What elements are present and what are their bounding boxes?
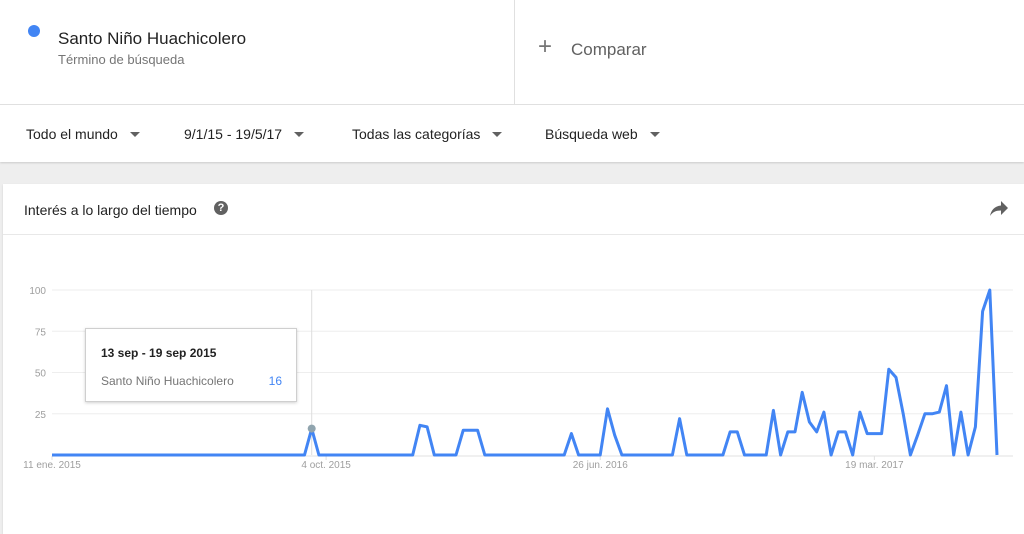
help-icon[interactable]: ? — [214, 201, 228, 215]
series-line — [52, 288, 999, 457]
share-icon[interactable] — [990, 201, 1008, 222]
chevron-down-icon — [294, 131, 305, 137]
region-label: Todo el mundo — [26, 126, 118, 142]
plus-icon: + — [538, 33, 553, 60]
y-tick-label: 100 — [29, 286, 46, 297]
line-chart[interactable]: 100 75 50 25 11 ene. 2015 4 oct. 2015 26 jun.… — [3, 184, 1024, 534]
region-dropdown[interactable]: Todo el mundo — [26, 126, 140, 142]
y-tick-label: 25 — [35, 410, 47, 421]
search-term-subtitle: Término de búsqueda — [58, 52, 185, 67]
tooltip-term: Santo Niño Huachicolero — [101, 374, 234, 388]
compare-label: Comparar — [571, 40, 647, 59]
card-title: Interés a lo largo del tiempo — [24, 202, 197, 218]
hover-point — [307, 424, 316, 433]
category-dropdown[interactable]: Todas las categorías — [352, 126, 503, 142]
date-range-label: 9/1/15 - 19/5/17 — [184, 126, 283, 142]
search-term-card[interactable]: Santo Niño Huachicolero Término de búsqu… — [3, 0, 515, 104]
chevron-down-icon — [649, 131, 660, 137]
y-tick-label: 75 — [35, 327, 47, 338]
x-tick-label: 26 jun. 2016 — [573, 460, 628, 471]
tooltip-value: 16 — [268, 374, 282, 388]
search-type-label: Búsqueda web — [545, 126, 638, 142]
card-header: Interés a lo largo del tiempo ? — [3, 184, 1024, 235]
tooltip-date: 13 sep - 19 sep 2015 — [101, 346, 217, 360]
filter-bar: Todo el mundo 9/1/15 - 19/5/17 Todas las… — [0, 104, 1024, 163]
interest-over-time-card: Interés a lo largo del tiempo ? 100 75 50 2… — [3, 184, 1024, 534]
y-tick-label: 50 — [35, 369, 47, 380]
chevron-down-icon — [129, 131, 140, 137]
search-term-name[interactable]: Santo Niño Huachicolero — [58, 29, 247, 48]
category-label: Todas las categorías — [352, 126, 481, 142]
chevron-down-icon — [492, 131, 503, 137]
x-tick-label: 19 mar. 2017 — [845, 460, 904, 471]
series-color-dot — [28, 25, 40, 37]
compare-button[interactable]: + Comparar — [515, 0, 1024, 104]
x-tick-label: 4 oct. 2015 — [301, 460, 351, 471]
date-range-dropdown[interactable]: 9/1/15 - 19/5/17 — [184, 126, 305, 142]
x-tick-label: 11 ene. 2015 — [23, 460, 81, 471]
explore-header: Santo Niño Huachicolero Término de búsqu… — [0, 0, 1024, 162]
chart-tooltip: 13 sep - 19 sep 2015 Santo Niño Huachico… — [85, 328, 297, 402]
search-type-dropdown[interactable]: Búsqueda web — [545, 126, 660, 142]
